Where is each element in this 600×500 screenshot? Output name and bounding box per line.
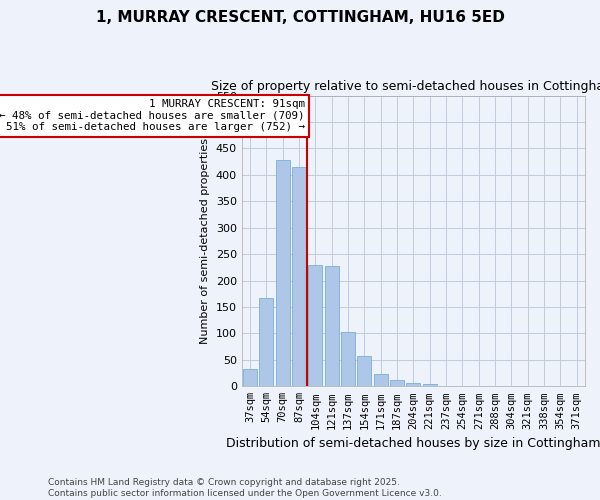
Bar: [423, 384, 437, 386]
Bar: [308, 265, 322, 386]
Title: Size of property relative to semi-detached houses in Cottingham: Size of property relative to semi-detach…: [211, 80, 600, 93]
Bar: [374, 374, 388, 386]
Bar: [275, 160, 290, 386]
Text: 1, MURRAY CRESCENT, COTTINGHAM, HU16 5ED: 1, MURRAY CRESCENT, COTTINGHAM, HU16 5ED: [95, 10, 505, 25]
Bar: [325, 266, 338, 386]
Text: 1 MURRAY CRESCENT: 91sqm
← 48% of semi-detached houses are smaller (709)
  51% o: 1 MURRAY CRESCENT: 91sqm ← 48% of semi-d…: [0, 100, 305, 132]
Bar: [406, 382, 421, 386]
Text: Contains HM Land Registry data © Crown copyright and database right 2025.
Contai: Contains HM Land Registry data © Crown c…: [48, 478, 442, 498]
Bar: [341, 332, 355, 386]
Bar: [358, 356, 371, 386]
Bar: [259, 298, 273, 386]
Bar: [292, 167, 306, 386]
Bar: [390, 380, 404, 386]
Y-axis label: Number of semi-detached properties: Number of semi-detached properties: [200, 138, 210, 344]
Bar: [243, 369, 257, 386]
X-axis label: Distribution of semi-detached houses by size in Cottingham: Distribution of semi-detached houses by …: [226, 437, 600, 450]
